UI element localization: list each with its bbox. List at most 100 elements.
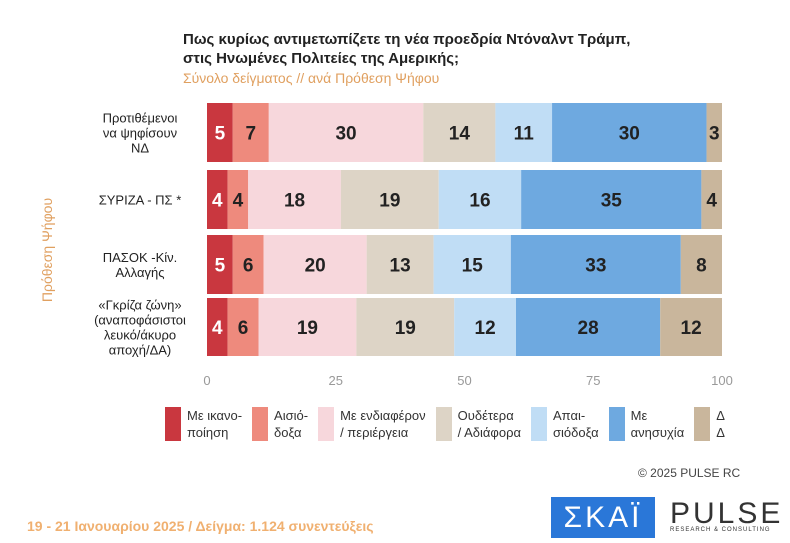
data-label: 4 bbox=[212, 191, 223, 212]
bar-segment bbox=[258, 298, 357, 356]
bar-segment bbox=[433, 235, 511, 294]
legend-label: Αισιό-δοξα bbox=[274, 408, 309, 440]
legend: Με ικανο-ποίηση Αισιό-δοξα Με ενδιαφέρον / … bbox=[165, 407, 725, 441]
bar-segment bbox=[516, 298, 661, 356]
x-tick-label: 0 bbox=[203, 373, 210, 388]
x-tick-label: 75 bbox=[586, 373, 600, 388]
bar-segment bbox=[680, 235, 722, 294]
legend-swatch bbox=[608, 407, 625, 441]
category-label: ΝΔ bbox=[131, 141, 149, 156]
data-label: 30 bbox=[335, 124, 356, 145]
bar-segment bbox=[207, 298, 228, 356]
data-label: 20 bbox=[305, 256, 326, 277]
title-line: στις Ηνωμένες Πολιτείες της Αμερικής; bbox=[183, 50, 460, 67]
data-label: 33 bbox=[585, 256, 606, 277]
legend-swatch bbox=[435, 407, 452, 441]
legend-swatch bbox=[165, 407, 181, 441]
data-label: 13 bbox=[390, 256, 411, 277]
legend-swatch bbox=[318, 407, 335, 441]
bar-segment bbox=[268, 103, 424, 162]
legend-label: Με ενδιαφέρον / περιέργεια bbox=[340, 408, 426, 440]
bar-segment bbox=[227, 170, 249, 229]
category-label: ΣΥΡΙΖΑ - ΠΣ * bbox=[99, 193, 182, 208]
legend-item: Με ικανο-ποίηση bbox=[165, 407, 242, 441]
data-label: 15 bbox=[462, 256, 484, 277]
data-label: 35 bbox=[601, 191, 623, 212]
bar-segment bbox=[227, 298, 259, 356]
legend-swatch bbox=[694, 407, 711, 441]
bar-segment bbox=[232, 235, 264, 294]
bar-segment bbox=[495, 103, 553, 162]
category-label: να ψηφίσουν bbox=[103, 126, 177, 141]
bar-segment bbox=[706, 103, 722, 162]
x-tick-label: 100 bbox=[711, 373, 733, 388]
data-label: 18 bbox=[284, 191, 305, 212]
data-label: 14 bbox=[449, 124, 471, 145]
bar-segment bbox=[207, 103, 233, 162]
bar-segment bbox=[356, 298, 455, 356]
data-label: 3 bbox=[709, 124, 720, 145]
data-label: 30 bbox=[619, 124, 640, 145]
x-tick-label: 25 bbox=[329, 373, 343, 388]
footer-note: 19 - 21 Ιανουαρίου 2025 / Δείγμα: 1.124 … bbox=[27, 518, 374, 534]
data-label: 4 bbox=[233, 191, 244, 212]
bar-segment bbox=[248, 170, 341, 229]
legend-label: Απαι-σιόδοξα bbox=[553, 408, 599, 440]
bar-segment bbox=[423, 103, 496, 162]
data-label: 4 bbox=[212, 318, 223, 339]
copyright: © 2025 PULSE RC bbox=[638, 466, 741, 480]
legend-label: Με ικανο-ποίηση bbox=[187, 408, 243, 440]
bar-segment bbox=[660, 298, 722, 356]
data-label: 5 bbox=[215, 256, 226, 277]
legend-item: Ουδέτερα / Αδιάφορα bbox=[435, 407, 521, 441]
bar-segment bbox=[521, 170, 702, 229]
data-label: 11 bbox=[514, 124, 535, 145]
legend-swatch bbox=[252, 407, 269, 441]
data-label: 28 bbox=[578, 318, 599, 339]
data-label: 12 bbox=[475, 318, 496, 339]
data-label: 8 bbox=[696, 256, 707, 277]
bar-segment bbox=[701, 170, 722, 229]
data-label: 19 bbox=[379, 191, 400, 212]
legend-label: Με ανησυχία bbox=[630, 408, 685, 440]
legend-item: Απαι-σιόδοξα bbox=[531, 407, 599, 441]
category-label: λευκό/άκυρο bbox=[104, 328, 176, 343]
bar-segment bbox=[263, 235, 367, 294]
bar-segment bbox=[207, 235, 233, 294]
title-line: Πως κυρίως αντιμετωπίζετε τη νέα προεδρί… bbox=[183, 31, 631, 48]
data-label: 19 bbox=[395, 318, 416, 339]
data-label: 6 bbox=[238, 318, 249, 339]
bar-segment bbox=[510, 235, 681, 294]
legend-item: Αισιό-δοξα bbox=[252, 407, 308, 441]
bar-segment bbox=[232, 103, 269, 162]
category-label: «Γκρίζα ζώνη» bbox=[98, 298, 181, 313]
bar-segment bbox=[207, 170, 228, 229]
category-label: αποχή/ΔΑ) bbox=[109, 343, 172, 358]
data-label: 7 bbox=[245, 124, 256, 145]
data-label: 19 bbox=[297, 318, 318, 339]
pulse-logo: PULSE RESEARCH & CONSULTING bbox=[670, 497, 784, 533]
category-label: Προτιθέμενοι bbox=[103, 111, 178, 126]
bar-segment bbox=[454, 298, 516, 356]
legend-item: Με ανησυχία bbox=[608, 407, 685, 441]
data-label: 16 bbox=[469, 191, 490, 212]
data-label: 12 bbox=[681, 318, 702, 339]
data-label: 4 bbox=[706, 191, 717, 212]
category-label: Αλλαγής bbox=[116, 265, 165, 280]
bar-segment bbox=[340, 170, 439, 229]
skai-logo: ΣΚΑΪ bbox=[551, 497, 655, 538]
legend-swatch bbox=[531, 407, 547, 441]
legend-item: Με ενδιαφέρον / περιέργεια bbox=[318, 407, 426, 441]
data-label: 6 bbox=[243, 256, 254, 277]
bar-segment bbox=[438, 170, 522, 229]
bar-segment bbox=[552, 103, 707, 162]
chart-title: Πως κυρίως αντιμετωπίζετε τη νέα προεδρί… bbox=[183, 30, 630, 68]
chart-subtitle: Σύνολο δείγματος // ανά Πρόθεση Ψήφου bbox=[183, 70, 440, 86]
category-label: (αναποφάσιστοι bbox=[94, 313, 186, 328]
legend-label: Ουδέτερα / Αδιάφορα bbox=[457, 408, 521, 440]
x-tick-label: 50 bbox=[457, 373, 471, 388]
category-label: ΠΑΣΟΚ -Κίν. bbox=[103, 250, 178, 265]
